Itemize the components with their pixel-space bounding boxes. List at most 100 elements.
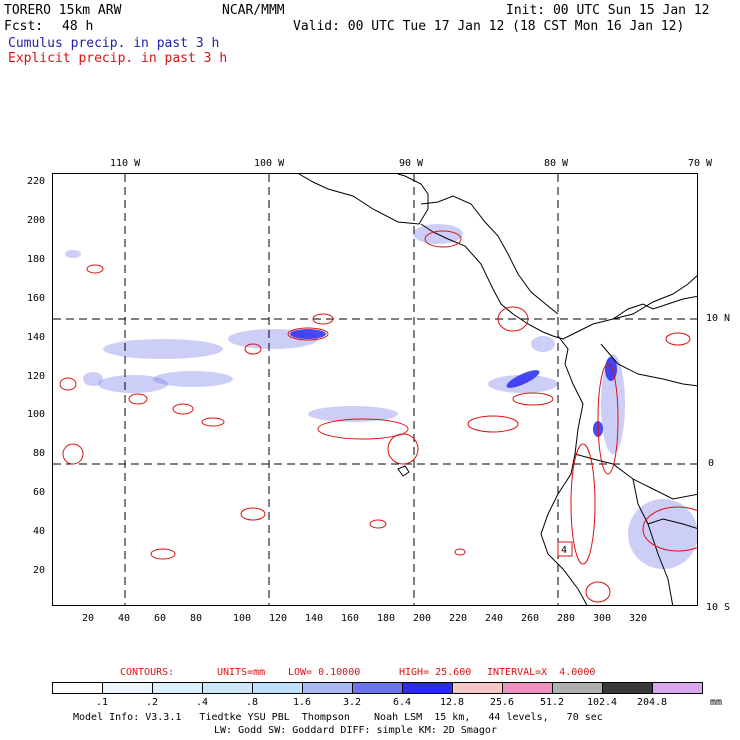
peru-brazil-border [632, 478, 697, 529]
cumulus-precip-layer [65, 224, 697, 569]
central-america-coast [298, 174, 429, 225]
cumulus-area [83, 372, 103, 386]
explicit-contour [424, 230, 462, 248]
colorbar-swatch [302, 682, 353, 694]
map-canvas: 4 [53, 174, 697, 605]
lon-label-80w: 80 W [544, 158, 569, 169]
colorbar-label: 25.6 [489, 697, 515, 708]
y-tick-label: 100 [27, 409, 46, 420]
explicit-legend: Explicit precip. in past 3 h [8, 51, 228, 66]
central-america-isthmus [420, 223, 574, 340]
colorbar-swatch [552, 682, 603, 694]
cumulus-area [153, 371, 233, 387]
cumulus-area [628, 499, 697, 569]
colorbar-label: 12.8 [439, 697, 465, 708]
y-tick-label: 180 [27, 254, 46, 265]
y-tick-label: 140 [27, 332, 46, 343]
cumulus-area [65, 250, 81, 258]
precip-map: 4 [52, 173, 698, 606]
x-tick-label: 100 [233, 613, 252, 624]
y-tick-label: 20 [33, 565, 46, 576]
cumulus-core [290, 329, 326, 339]
lat-label-10n: 10 N [706, 313, 731, 324]
colorbar-label: .4 [195, 697, 209, 708]
colombia-border [600, 343, 697, 387]
contours-interval: INTERVAL=X 4.0000 [487, 667, 596, 678]
contours-low: LOW= 0.10000 [288, 667, 361, 678]
central-america-north-coast [420, 195, 559, 315]
explicit-contour [240, 507, 266, 521]
model-info-line: Model Info: V3.3.1 Tiedtke YSU PBL Thomp… [73, 712, 603, 723]
x-tick-label: 240 [485, 613, 504, 624]
colorbar-swatch [452, 682, 503, 694]
galapagos-islands [397, 465, 410, 477]
colorbar-label: 3.2 [342, 697, 362, 708]
venezuela-coast [612, 295, 697, 320]
lat-label-10s: 10 S [706, 602, 731, 613]
colorbar-label: .8 [245, 697, 259, 708]
colorbar-swatch [252, 682, 303, 694]
cumulus-legend: Cumulus precip. in past 3 h [8, 36, 220, 51]
explicit-contour [312, 313, 334, 325]
cumulus-area [308, 406, 398, 422]
x-tick-label: 260 [521, 613, 540, 624]
colorbar-label: .1 [95, 697, 109, 708]
colorbar-label: 6.4 [392, 697, 412, 708]
x-tick-label: 140 [305, 613, 324, 624]
x-tick-label: 280 [557, 613, 576, 624]
y-tick-label: 220 [27, 176, 46, 187]
x-tick-label: 160 [341, 613, 360, 624]
south-america-coast [540, 335, 588, 605]
colorbar-label: 102.4 [586, 697, 618, 708]
colorbar-swatch [152, 682, 203, 694]
y-tick-label: 80 [33, 448, 46, 459]
colorbar-label: 204.8 [636, 697, 668, 708]
forecast-hours: 48 h [62, 19, 94, 34]
explicit-contour [369, 519, 387, 529]
colorbar-swatch [602, 682, 653, 694]
peru-bolivia-border [647, 523, 674, 605]
colorbar-label: 1.6 [292, 697, 312, 708]
region-box [557, 541, 573, 557]
x-tick-label: 180 [377, 613, 396, 624]
valid-time: Valid: 00 UTC Tue 17 Jan 12 (18 CST Mon … [293, 19, 685, 34]
y-tick-label: 40 [33, 526, 46, 537]
explicit-contour [150, 548, 176, 560]
colorbar-swatch [52, 682, 103, 694]
colorbar-swatch [652, 682, 703, 694]
x-tick-label: 300 [593, 613, 612, 624]
org-name: NCAR/MMM [222, 3, 285, 18]
x-tick-label: 320 [629, 613, 648, 624]
graticule [53, 174, 697, 605]
colorbar-swatch [402, 682, 453, 694]
explicit-contour [642, 506, 697, 552]
forecast-label: Fcst: [4, 19, 44, 34]
init-time: Init: 00 UTC Sun 15 Jan 12 [506, 3, 710, 18]
lon-label-90w: 90 W [399, 158, 424, 169]
explicit-precip-contours [59, 230, 697, 603]
caribbean-coast [572, 275, 697, 335]
contours-label: CONTOURS: [120, 667, 175, 678]
explicit-contour [585, 581, 611, 603]
explicit-contour [59, 377, 77, 391]
y-tick-label: 120 [27, 371, 46, 382]
x-tick-label: 40 [118, 613, 131, 624]
explicit-contour [570, 443, 596, 565]
colorbar-label: .2 [145, 697, 159, 708]
explicit-contour [597, 363, 619, 475]
explicit-contour [454, 548, 466, 556]
explicit-contour [512, 392, 554, 406]
explicit-contour [244, 343, 262, 355]
physics-info-line: LW: Godd SW: Goddard DIFF: simple KM: 2D… [214, 725, 497, 736]
contours-high: HIGH= 25.600 [399, 667, 472, 678]
explicit-contour [497, 306, 529, 332]
lon-label-100w: 100 W [254, 158, 285, 169]
lat-label-0: 0 [708, 458, 715, 469]
cumulus-area [601, 354, 625, 454]
cumulus-area [98, 375, 168, 393]
x-tick-label: 60 [154, 613, 167, 624]
explicit-contour [317, 418, 409, 440]
explicit-contour [467, 415, 519, 433]
explicit-contour [172, 403, 194, 415]
x-tick-label: 200 [413, 613, 432, 624]
